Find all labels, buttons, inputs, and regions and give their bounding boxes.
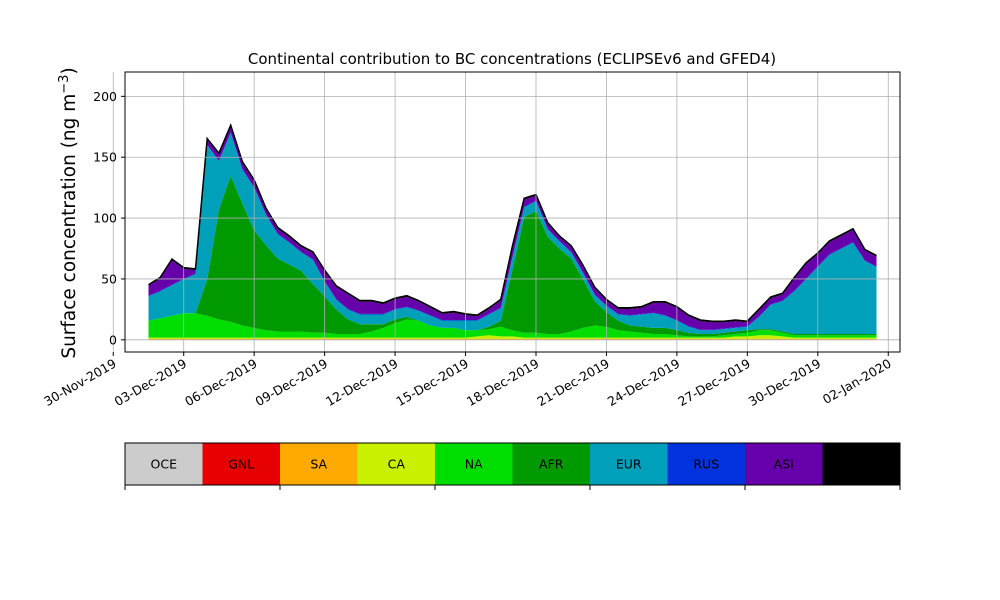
chart-title: Continental contribution to BC concentra… [248,50,776,68]
y-axis-label: Surface concentration (ng m−3) [57,67,80,358]
y-tick-label: 50 [101,271,117,286]
legend-swatch-oce [125,443,203,485]
legend-swatch-ca [357,443,436,485]
y-tick-label: 100 [93,211,117,226]
legend-frame [124,442,901,486]
legend-label-oce: OCE [151,457,178,472]
legend-swatch-rus [667,443,746,485]
area-afr [148,175,877,337]
legend-label-na: NA [465,457,483,472]
legend-swatch-asi [745,443,823,485]
legend-label-asi: ASI [774,457,794,472]
area-ca [148,335,877,339]
area-na [148,313,877,338]
legend-label-eur: EUR [616,457,642,472]
total-outline [148,123,877,322]
legend-swatch-eur [590,443,668,485]
legend-swatch-gnl [202,443,281,485]
legend-label-aus: AUS [848,457,874,472]
area-eur [148,133,877,334]
y-tick-label: 0 [109,332,117,347]
legend-swatch-na [435,443,513,485]
plot-frame [124,71,901,353]
legend-colorbar: OCE GNL SA CA NA AFR EUR RUS ASI AUS [124,442,901,490]
y-axis-label-exponent: −3 [57,75,72,94]
legend-label-sa: SA [310,457,327,472]
y-tick-label: 200 [93,89,117,104]
y-tick-label: 150 [93,150,117,165]
legend-label-gnl: GNL [228,457,254,472]
y-axis-label-close: ) [59,67,80,74]
legend-swatch-afr [512,443,591,485]
legend-label-rus: RUS [693,457,719,472]
area-sa [148,338,877,340]
legend-swatch-sa [280,443,358,485]
legend-label-ca: CA [388,457,406,472]
legend-label-afr: AFR [539,457,564,472]
legend-swatch-aus [822,443,901,485]
y-axis-label-text: Surface concentration (ng m [59,94,80,359]
